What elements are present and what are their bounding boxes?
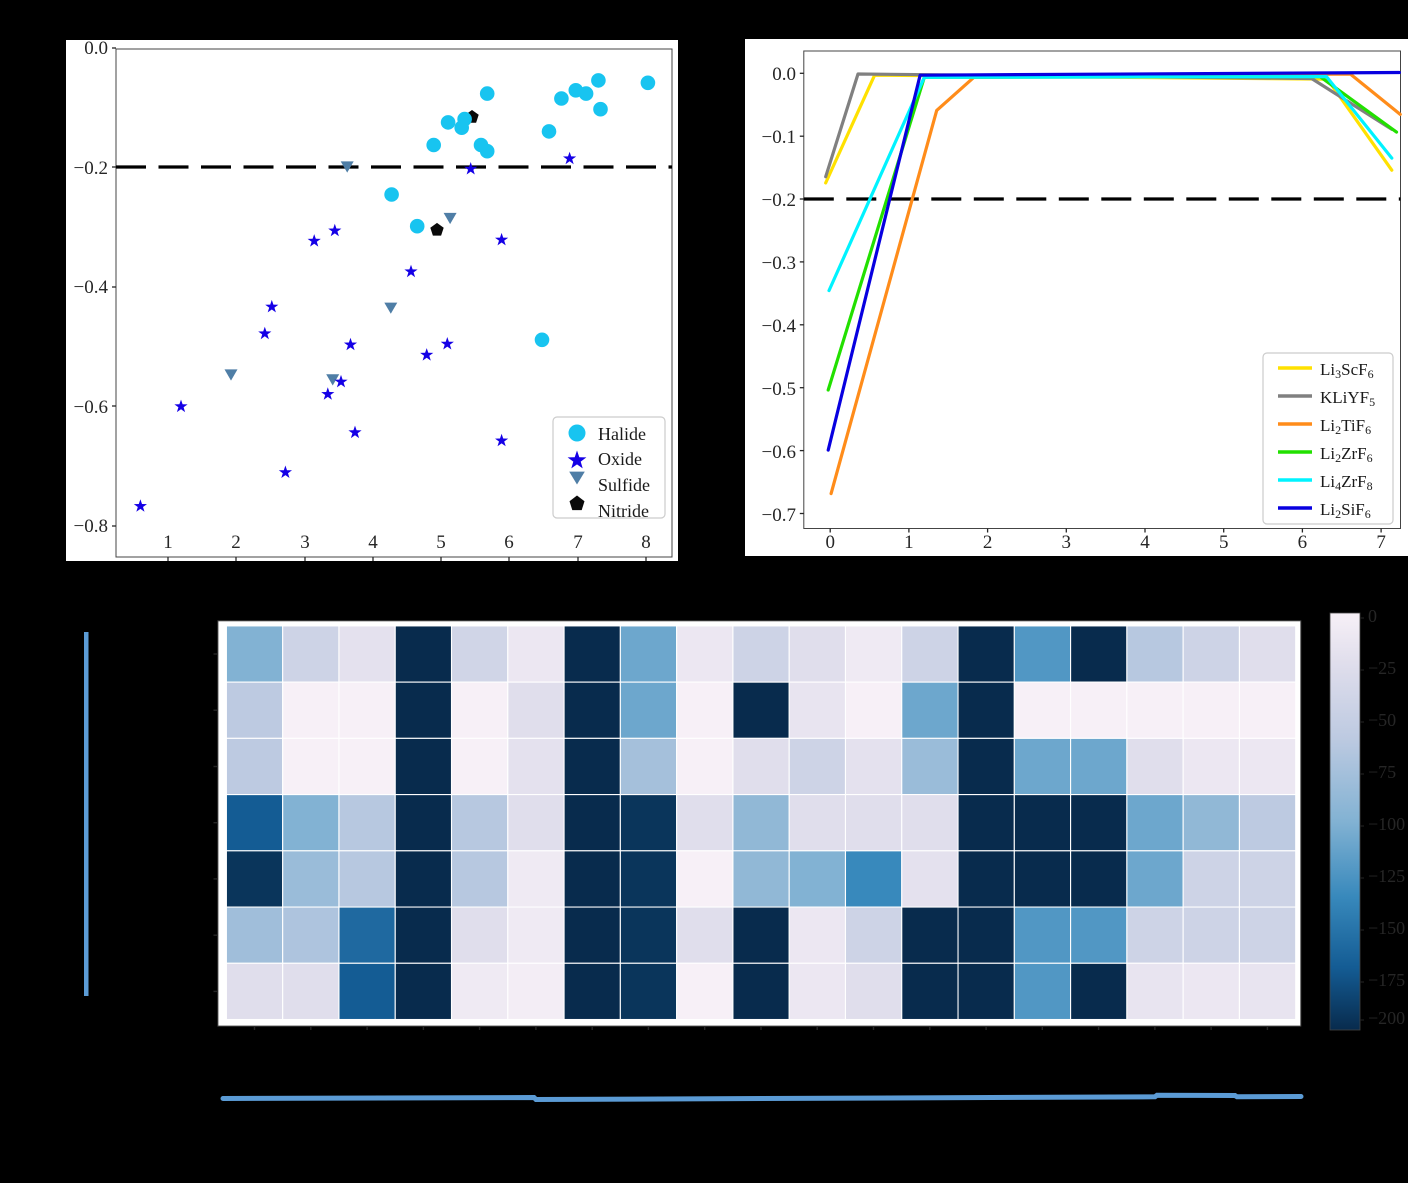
svg-text:4: 4 [368, 532, 378, 553]
svg-text:3: 3 [300, 532, 310, 553]
svg-text:−25: −25 [1368, 658, 1396, 678]
svg-text:6: 6 [504, 532, 514, 553]
svg-text:−0.5: −0.5 [762, 379, 796, 400]
svg-text:−0.3: −0.3 [762, 253, 796, 274]
svg-text:Oxide: Oxide [598, 449, 642, 469]
svg-text:Li2SiF6: Li2SiF6 [1320, 500, 1371, 521]
svg-text:−175: −175 [1368, 970, 1405, 990]
svg-text:8: 8 [641, 532, 651, 553]
svg-text:−0.2: −0.2 [762, 190, 796, 211]
svg-text:−0.7: −0.7 [762, 505, 796, 526]
svg-text:Halide: Halide [598, 424, 646, 444]
svg-text:0.0: 0.0 [84, 38, 108, 59]
svg-text:−0.6: −0.6 [74, 397, 108, 418]
svg-text:−100: −100 [1368, 814, 1405, 834]
svg-text:−0.1: −0.1 [762, 127, 796, 148]
svg-text:−0.4: −0.4 [74, 277, 109, 298]
svg-text:0: 0 [1368, 606, 1377, 626]
svg-text:Nitride: Nitride [598, 501, 649, 521]
svg-text:6: 6 [1298, 532, 1308, 553]
svg-text:−0.6: −0.6 [762, 442, 796, 463]
svg-text:5: 5 [436, 532, 446, 553]
svg-text:KLiYF5: KLiYF5 [1320, 388, 1375, 409]
svg-text:−150: −150 [1368, 918, 1405, 938]
svg-text:−0.2: −0.2 [74, 158, 108, 179]
svg-text:7: 7 [1376, 532, 1386, 553]
svg-text:Li4ZrF8: Li4ZrF8 [1320, 472, 1373, 493]
svg-text:−0.4: −0.4 [762, 316, 797, 337]
svg-text:2: 2 [231, 532, 241, 553]
svg-text:−200: −200 [1368, 1008, 1405, 1028]
svg-text:1: 1 [163, 532, 173, 553]
svg-text:0.0: 0.0 [772, 64, 796, 85]
svg-text:Li2ZrF6: Li2ZrF6 [1320, 444, 1373, 465]
svg-text:−50: −50 [1368, 710, 1396, 730]
svg-text:−75: −75 [1368, 762, 1396, 782]
svg-text:Li3ScF6: Li3ScF6 [1320, 360, 1374, 381]
svg-text:2: 2 [983, 532, 993, 553]
svg-text:−0.8: −0.8 [74, 516, 108, 537]
svg-text:Li2TiF6: Li2TiF6 [1320, 416, 1371, 437]
svg-text:3: 3 [1062, 532, 1072, 553]
svg-text:0: 0 [825, 532, 835, 553]
svg-text:Sulfide: Sulfide [598, 475, 650, 495]
svg-text:7: 7 [573, 532, 583, 553]
svg-text:4: 4 [1140, 532, 1150, 553]
svg-text:1: 1 [904, 532, 914, 553]
svg-text:5: 5 [1219, 532, 1229, 553]
svg-text:−125: −125 [1368, 866, 1405, 886]
